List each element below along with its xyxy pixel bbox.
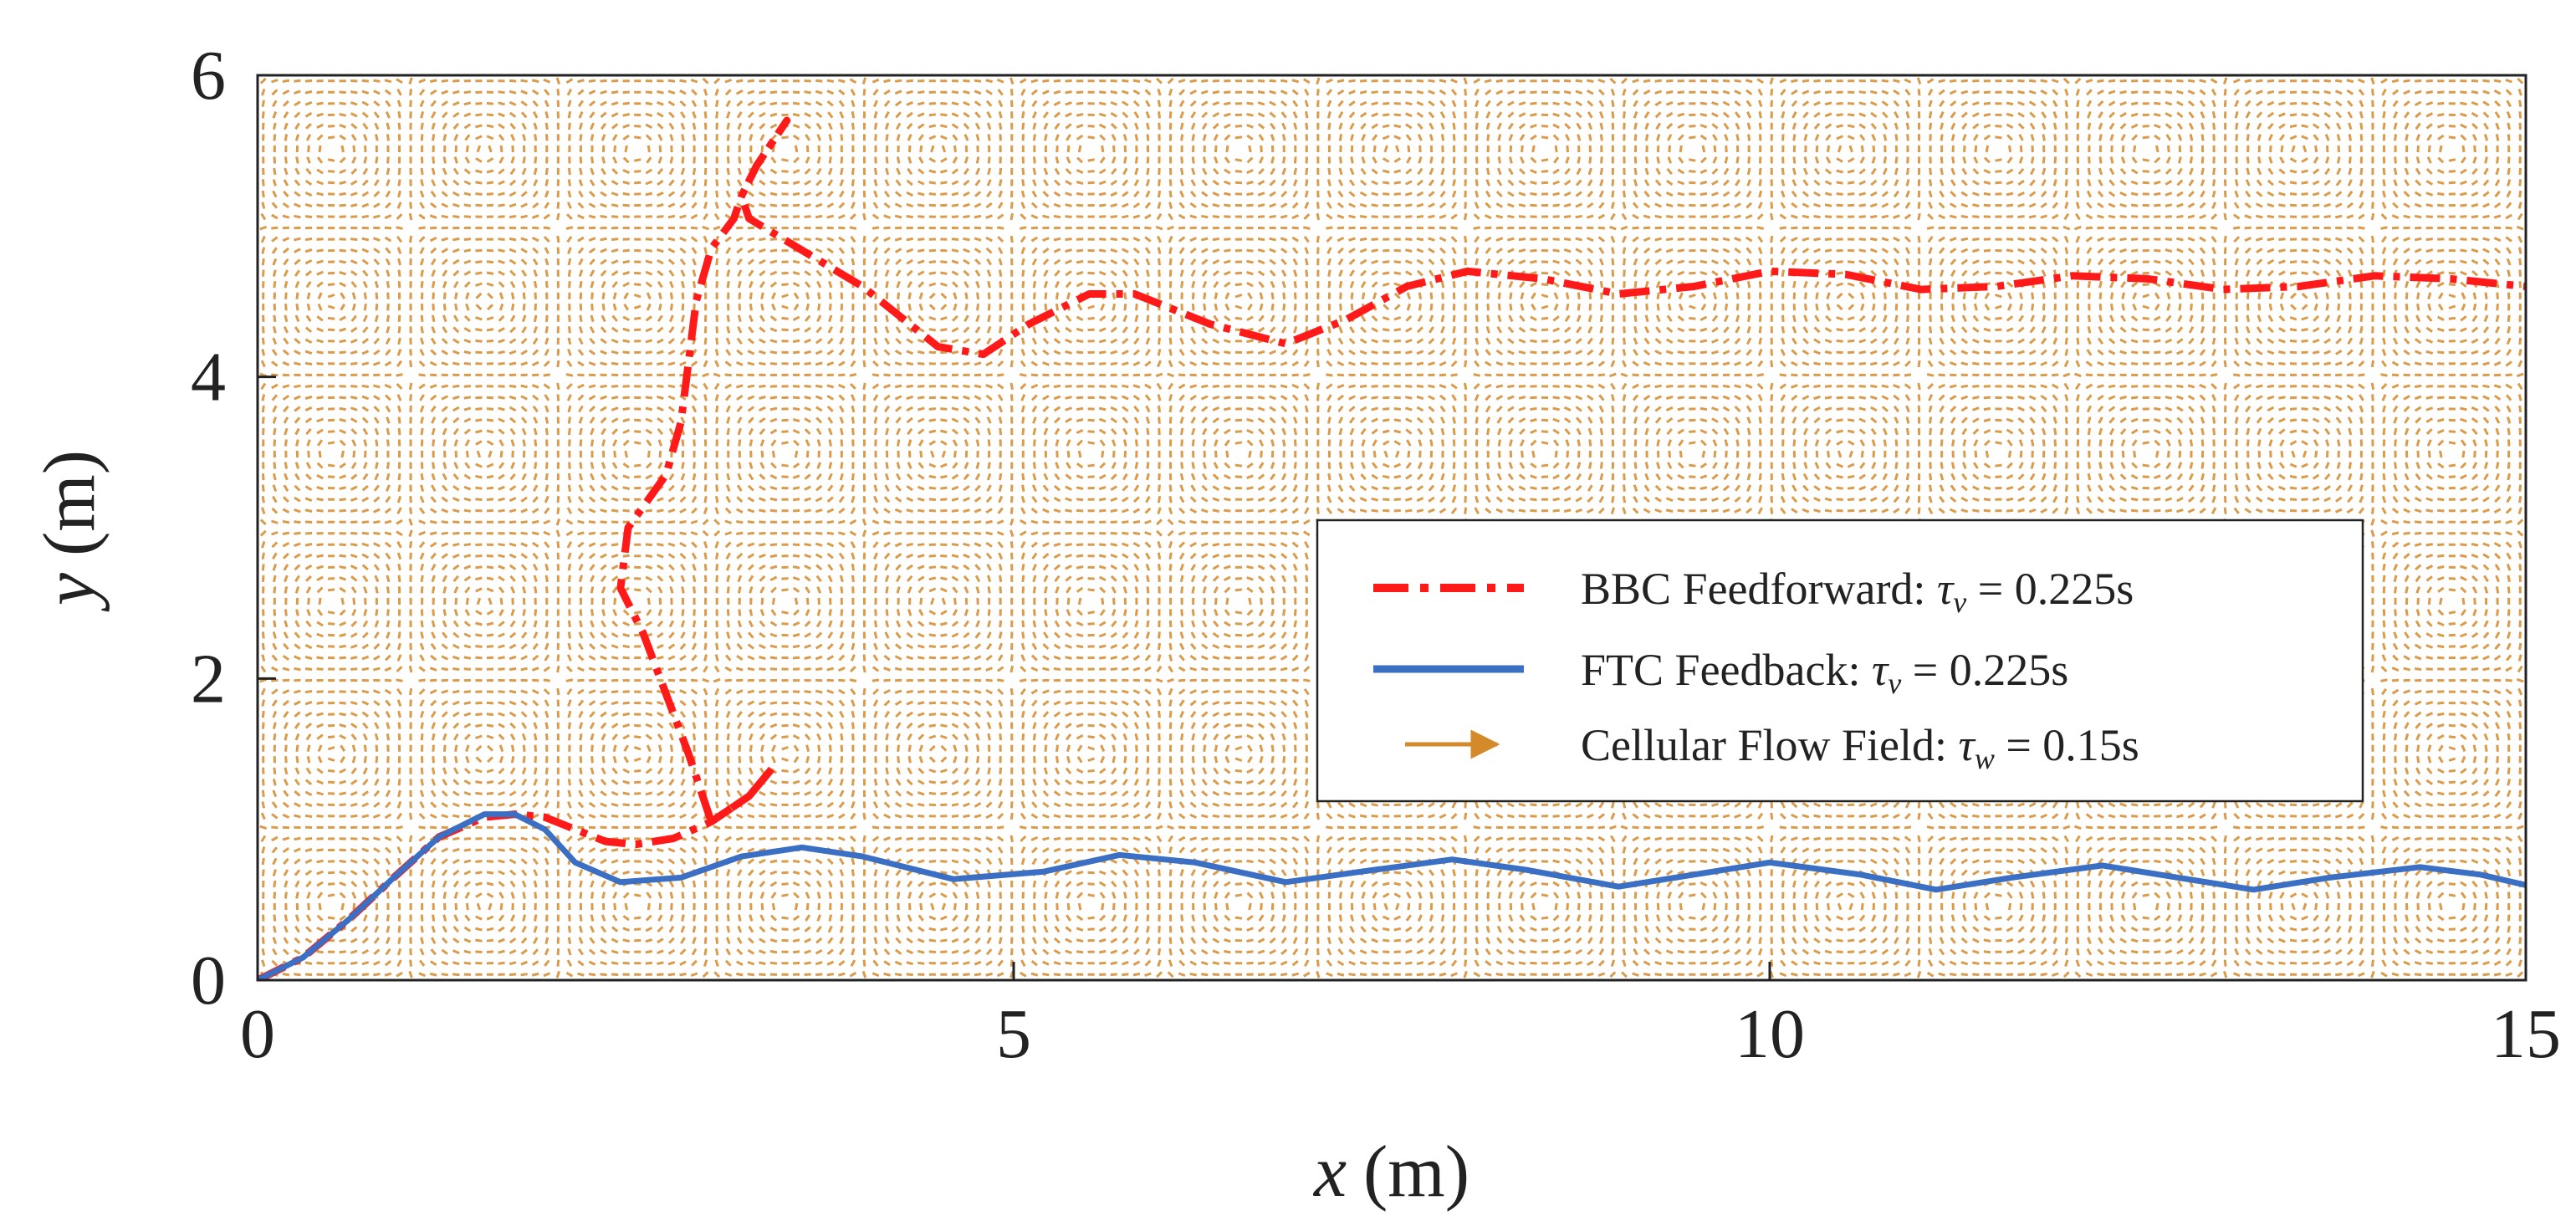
y-axis-var: y [29, 572, 110, 612]
series-line-bbc-feedforward [258, 116, 2526, 980]
y-axis-label: y (m) [29, 450, 110, 612]
plot-frame [256, 74, 2527, 982]
series-layer [258, 116, 2526, 980]
x-tick-label: 5 [996, 995, 1031, 1073]
y-tick-label: 6 [191, 37, 226, 115]
x-tick-label: 0 [240, 995, 275, 1073]
y-tick-label: 2 [191, 640, 226, 718]
series-line-ftc-feedback [258, 811, 2526, 980]
x-axis-label: x (m) [1312, 1132, 1469, 1213]
legend-entry-flow: Cellular Flow Field: τw = 0.15s [1581, 720, 2139, 775]
legend: BBC Feedforward: τv = 0.225s FTC Feedbac… [1316, 519, 2364, 803]
x-axis-unit: (m) [1363, 1132, 1469, 1213]
x-tick-label: 15 [2491, 995, 2561, 1073]
x-axis-var: x [1312, 1132, 1347, 1213]
y-tick-label: 4 [191, 339, 226, 416]
y-axis-unit: (m) [29, 450, 110, 556]
legend-entry-ftc: FTC Feedback: τv = 0.225s [1581, 645, 2068, 700]
ticks-layer: 0 5 10 15 0 2 4 6 [191, 37, 2561, 1073]
y-tick-label: 0 [191, 942, 226, 1019]
x-tick-label: 10 [1735, 995, 1805, 1073]
legend-entry-bbc: BBC Feedforward: τv = 0.225s [1581, 564, 2134, 619]
